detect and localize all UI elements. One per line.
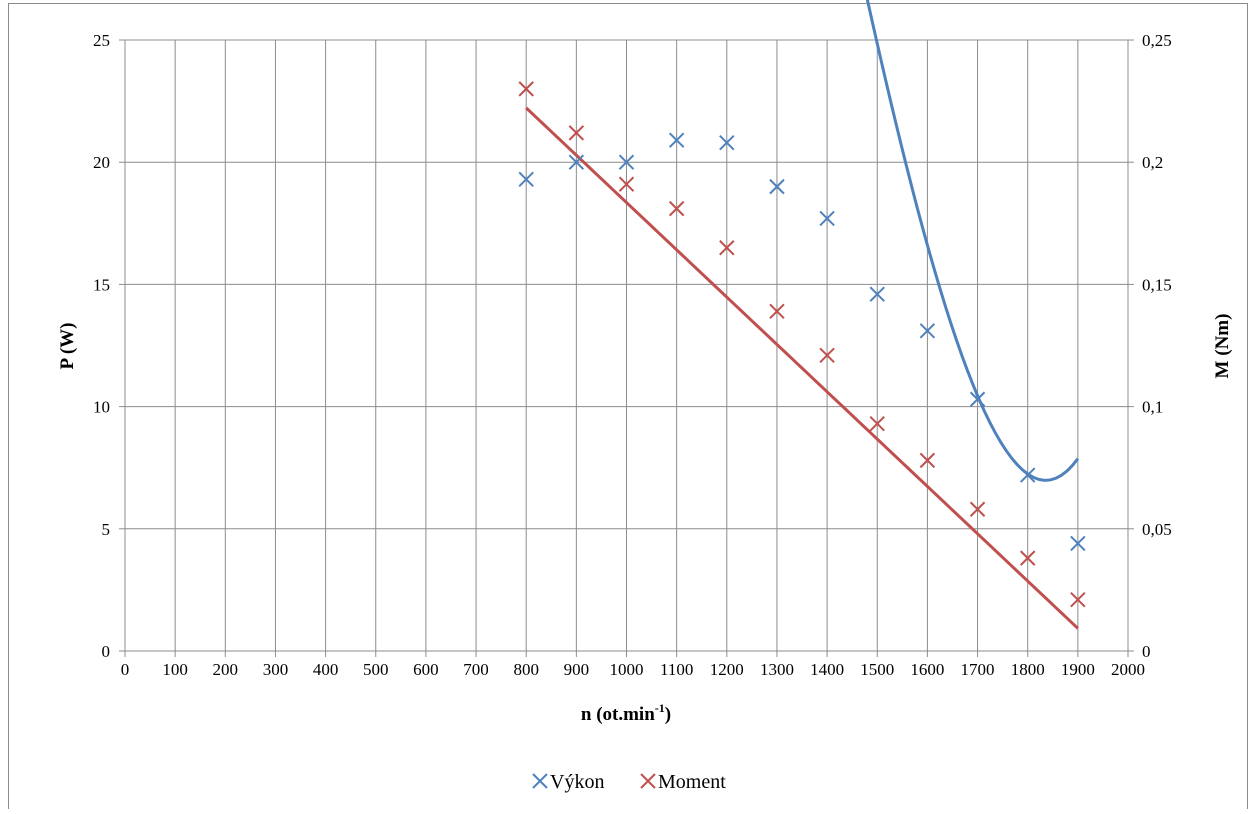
- data-point: [568, 154, 585, 170]
- x-tick-label: 900: [564, 660, 590, 679]
- x-tick-label: 800: [513, 660, 539, 679]
- legend: Výkon Moment: [532, 771, 726, 793]
- trend-lines: [525, 0, 1080, 630]
- x-tick-label: 1900: [1061, 660, 1095, 679]
- data-point: [869, 416, 885, 432]
- data-point: [719, 240, 735, 256]
- x-tick-label: 1800: [1011, 660, 1045, 679]
- data-point: [819, 347, 835, 363]
- y2-tick-label: 0,25: [1142, 31, 1172, 50]
- y-axis-title: P (W): [57, 323, 78, 370]
- data-point: [1019, 550, 1036, 566]
- data-point: [518, 81, 534, 97]
- data-point: [1070, 535, 1086, 552]
- data-point: [769, 178, 785, 195]
- x-tick-label: 1100: [660, 660, 693, 679]
- x-tick-label: 300: [263, 660, 289, 679]
- y2-tick-label: 0: [1142, 642, 1151, 661]
- legend-item-vykon: Výkon: [532, 771, 604, 793]
- data-point: [568, 125, 585, 141]
- x-tick-label: 0: [121, 660, 130, 679]
- x-axis-title: n (ot.min-1): [581, 701, 671, 725]
- y2-tick-label: 0,2: [1142, 153, 1163, 172]
- y2-axis-title: M (Nm): [1212, 314, 1233, 379]
- data-point: [969, 391, 986, 407]
- chart-area: [8, 3, 1248, 809]
- y2-tick-label: 0,15: [1142, 275, 1172, 294]
- y-tick-label: 25: [93, 31, 110, 50]
- data-point: [1019, 467, 1036, 483]
- x-tick-label: 600: [413, 660, 439, 679]
- x-tick-label: 700: [463, 660, 489, 679]
- y-tick-label: 10: [93, 398, 110, 417]
- y-tick-label: 0: [102, 642, 111, 661]
- y2-tick-labels: 0 0,05 0,1 0,15 0,2 0,25: [1142, 31, 1172, 661]
- x-tick-label: 100: [162, 660, 188, 679]
- x-tick-label: 1700: [961, 660, 995, 679]
- data-point: [1070, 591, 1086, 608]
- x-tick-label: 2000: [1111, 660, 1145, 679]
- data-point: [719, 134, 735, 151]
- y-tick-label: 15: [93, 275, 110, 294]
- data-point: [668, 200, 685, 217]
- trendline-výkon: [865, 0, 1080, 482]
- x-tick-label: 500: [363, 660, 389, 679]
- data-point: [618, 176, 635, 192]
- data-markers: [518, 81, 1086, 608]
- y-tick-label: 20: [93, 153, 110, 172]
- x-axis-title-main: n (ot.min: [581, 704, 655, 725]
- legend-marker-moment: [640, 773, 656, 789]
- x-tick-label: 400: [313, 660, 339, 679]
- legend-label-vykon: Výkon: [550, 771, 604, 793]
- y2-tick-label: 0,1: [1142, 398, 1163, 417]
- x-tick-label: 1000: [610, 660, 644, 679]
- data-point: [618, 154, 635, 170]
- data-point: [969, 501, 986, 517]
- data-point: [919, 323, 936, 339]
- x-axis-title-end: ): [665, 704, 671, 725]
- y-tick-labels: 0 5 10 15 20 25: [93, 31, 110, 661]
- legend-label-moment: Moment: [658, 771, 726, 793]
- x-tick-label: 1600: [910, 660, 944, 679]
- x-tick-label: 1500: [860, 660, 894, 679]
- trendline-moment: [525, 106, 1079, 630]
- legend-item-moment: Moment: [640, 771, 726, 793]
- x-tick-label: 1400: [810, 660, 844, 679]
- x-axis-title-sup: -1: [655, 701, 665, 715]
- axes: [119, 39, 1134, 657]
- data-point: [518, 171, 534, 188]
- y2-tick-label: 0,05: [1142, 520, 1172, 539]
- x-tick-label: 1200: [710, 660, 744, 679]
- data-point: [869, 286, 885, 302]
- legend-marker-vykon: [532, 773, 548, 789]
- x-tick-labels: 0 100 200 300 400 500 600 700 800 900 1000 1100 1200…: [121, 660, 1145, 679]
- x-tick-label: 200: [213, 660, 239, 679]
- data-point: [668, 132, 685, 148]
- data-point: [919, 452, 936, 469]
- data-point: [819, 210, 835, 227]
- grid: [124, 39, 1129, 652]
- data-point: [769, 303, 785, 319]
- x-tick-label: 1300: [760, 660, 794, 679]
- y-tick-label: 5: [102, 520, 111, 539]
